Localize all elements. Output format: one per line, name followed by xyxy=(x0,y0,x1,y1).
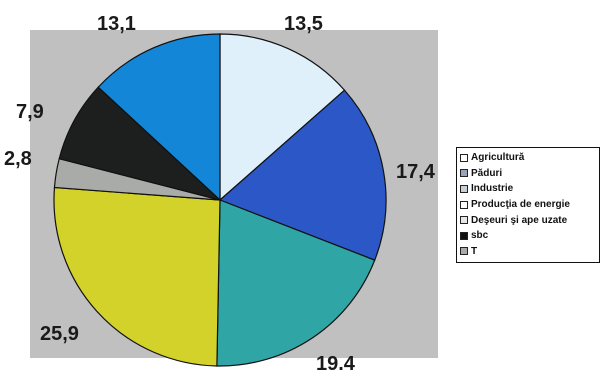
legend-swatch-t xyxy=(460,247,468,256)
pie-slice-2 xyxy=(216,199,376,367)
legend-item-deseuri: Deşeuri şi ape uzate xyxy=(460,212,596,228)
data-label-deseuri: 2,8 xyxy=(4,148,32,170)
data-label-industrie: 19.4 xyxy=(316,353,356,373)
legend-swatch-sbc xyxy=(460,231,468,240)
legend-swatch-agricultura xyxy=(460,153,468,162)
legend-swatch-productia-energie xyxy=(460,200,468,209)
legend-label: T xyxy=(471,245,478,257)
data-label-t: 13,1 xyxy=(97,13,136,35)
legend-item-productia-energie: Producţia de energie xyxy=(460,197,596,213)
legend-label: Deşeuri şi ape uzate xyxy=(471,214,568,226)
pie-slice-0 xyxy=(219,33,346,202)
legend-item-agricultura: Agricultură xyxy=(460,150,596,166)
legend-label: sbc xyxy=(471,230,489,242)
data-label-paduri: 17,4 xyxy=(396,161,436,183)
pie-slice-1 xyxy=(218,89,387,261)
legend-swatch-industrie xyxy=(460,184,468,193)
data-label-sbc: 7,9 xyxy=(16,101,44,123)
legend-item-industrie: Industrie xyxy=(460,181,596,197)
pie-slices xyxy=(53,33,387,367)
legend-item-t: T xyxy=(460,244,596,260)
pie-slice-6 xyxy=(97,33,221,202)
pie-data-labels: 13,5 17,4 19.4 25,9 2,8 7,9 13,1 xyxy=(4,13,436,375)
legend: Agricultură Păduri Industrie Producţia d… xyxy=(456,147,600,263)
legend-label: Producţia de energie xyxy=(471,199,570,211)
legend-swatch-deseuri xyxy=(460,216,468,225)
data-label-productia-energie: 25,9 xyxy=(40,323,79,345)
legend-item-paduri: Păduri xyxy=(460,166,596,182)
data-label-agricultura: 13,5 xyxy=(284,13,323,35)
pie-slice-3 xyxy=(53,186,221,367)
legend-item-sbc: sbc xyxy=(460,228,596,244)
legend-label: Industrie xyxy=(471,183,514,195)
legend-label: Agricultură xyxy=(471,152,525,164)
legend-label: Păduri xyxy=(471,167,503,179)
legend-swatch-paduri xyxy=(460,169,468,178)
